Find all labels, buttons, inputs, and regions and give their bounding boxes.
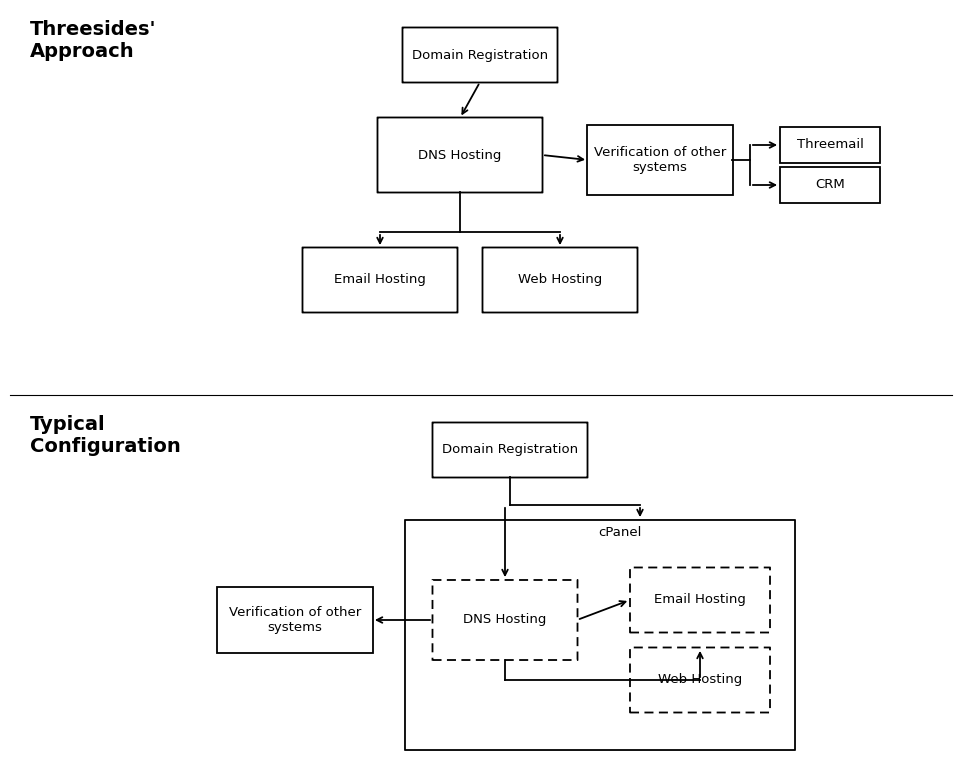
FancyBboxPatch shape	[629, 648, 769, 713]
Text: Typical
Configuration: Typical Configuration	[30, 415, 181, 456]
Text: Verification of other
systems: Verification of other systems	[593, 146, 726, 174]
Text: CRM: CRM	[814, 179, 844, 192]
Text: DNS Hosting: DNS Hosting	[463, 614, 546, 626]
Text: Domain Registration: Domain Registration	[441, 444, 578, 457]
FancyBboxPatch shape	[629, 567, 769, 632]
FancyBboxPatch shape	[482, 247, 637, 312]
Text: Web Hosting: Web Hosting	[657, 673, 741, 686]
Text: Email Hosting: Email Hosting	[333, 274, 426, 287]
Text: Email Hosting: Email Hosting	[653, 594, 745, 607]
Text: Web Hosting: Web Hosting	[517, 274, 602, 287]
FancyBboxPatch shape	[779, 128, 879, 162]
Text: Domain Registration: Domain Registration	[411, 49, 548, 62]
FancyBboxPatch shape	[587, 125, 731, 195]
FancyBboxPatch shape	[432, 580, 577, 660]
Text: Threemail: Threemail	[796, 138, 863, 152]
FancyBboxPatch shape	[405, 520, 794, 750]
Text: Verification of other
systems: Verification of other systems	[229, 606, 360, 634]
FancyBboxPatch shape	[377, 117, 542, 192]
FancyBboxPatch shape	[779, 168, 879, 203]
FancyBboxPatch shape	[432, 423, 587, 478]
FancyBboxPatch shape	[402, 28, 557, 83]
FancyBboxPatch shape	[302, 247, 457, 312]
Text: Threesides'
Approach: Threesides' Approach	[30, 20, 157, 61]
Text: DNS Hosting: DNS Hosting	[418, 148, 502, 162]
Text: cPanel: cPanel	[598, 526, 641, 539]
FancyBboxPatch shape	[217, 587, 372, 652]
